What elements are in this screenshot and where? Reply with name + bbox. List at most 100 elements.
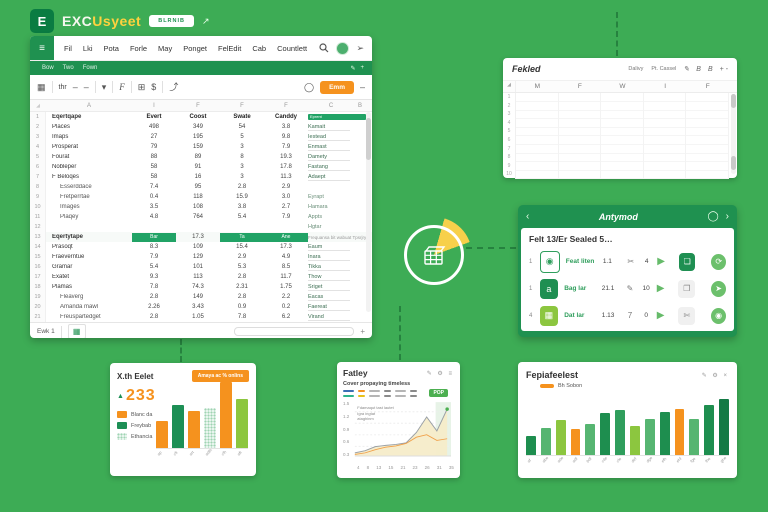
cell-value[interactable]: 91 — [194, 164, 202, 170]
empty-cell[interactable] — [601, 109, 644, 120]
row-number[interactable]: 8 — [30, 182, 46, 192]
cell-value[interactable]: 15.9 — [236, 194, 248, 200]
cell-value[interactable]: 498 — [148, 124, 159, 130]
cell-value[interactable]: 1.05 — [192, 314, 204, 320]
empty-cell[interactable] — [516, 144, 559, 154]
ribbon-item[interactable]: Bow — [42, 65, 54, 71]
empty-cell[interactable] — [516, 101, 559, 111]
cell-value[interactable]: 7.9 — [281, 214, 291, 220]
cell-value[interactable]: Ane — [264, 232, 308, 242]
plus-minus-icon[interactable]: + - — [719, 65, 728, 73]
row-number[interactable]: 11 — [30, 212, 46, 222]
cell-value[interactable]: 7.9 — [149, 254, 159, 260]
cell-label[interactable]: Fourat — [52, 154, 70, 160]
row-number[interactable]: 7 — [30, 172, 46, 182]
cell-value[interactable]: 2.8 — [237, 294, 247, 300]
column-header[interactable]: F — [577, 83, 582, 90]
row-number[interactable]: 9 — [503, 161, 516, 171]
cell-label[interactable]: Exatet — [52, 274, 70, 280]
vertical-scrollbar[interactable] — [366, 112, 371, 312]
row-number[interactable]: 6 — [30, 162, 46, 172]
zoom-plus-icon[interactable]: + — [360, 327, 365, 336]
external-link-icon[interactable]: ↗ — [202, 15, 210, 26]
cell-label[interactable]: Fleaverg — [60, 294, 84, 300]
cell-value[interactable]: 27 — [150, 134, 158, 140]
cell-value[interactable]: Ta — [220, 232, 264, 242]
empty-cell[interactable] — [686, 92, 729, 103]
cell-value[interactable]: 2.8 — [149, 294, 159, 300]
chart-toolbar-icons[interactable]: ✎ ⚙ ≡ — [427, 370, 454, 377]
menu-item[interactable]: May — [158, 43, 173, 53]
bold-icon[interactable]: B — [696, 65, 701, 73]
empty-cell[interactable] — [516, 152, 559, 163]
cell-value[interactable]: 764 — [192, 214, 203, 220]
column-header[interactable]: I — [153, 102, 155, 109]
empty-cell[interactable] — [686, 169, 729, 180]
chart-toolbar-icons[interactable]: ✎ ⚙ × — [702, 372, 729, 379]
column-header[interactable]: F — [705, 83, 710, 90]
menu-item[interactable]: FelEdit — [218, 43, 242, 53]
mini-action-left[interactable]: Dalivy — [628, 66, 644, 72]
row-number[interactable]: 15 — [30, 252, 46, 262]
merge-cells-icon[interactable]: ⊞ — [137, 81, 146, 92]
empty-cell[interactable] — [686, 118, 729, 128]
menu-icon[interactable]: ≡ — [448, 370, 454, 377]
row-number[interactable]: 5 — [30, 152, 46, 162]
empty-cell[interactable] — [643, 109, 687, 120]
title-badge-button[interactable]: BLRNIB — [149, 15, 194, 27]
row-number[interactable]: 1 — [30, 112, 46, 122]
empty-cell[interactable] — [516, 118, 559, 128]
empty-cell[interactable] — [516, 126, 559, 137]
sheet-tab[interactable]: Ewk 1 — [37, 328, 55, 335]
search-icon[interactable] — [319, 43, 329, 53]
empty-cell[interactable] — [558, 126, 602, 137]
cell-value[interactable]: 2.9 — [237, 254, 247, 260]
cell-value[interactable]: 15.4 — [236, 244, 248, 250]
back-arrow-icon[interactable]: ‹ — [526, 210, 530, 222]
row-number[interactable]: 9 — [30, 192, 46, 202]
menu-item[interactable]: Countlett — [277, 43, 308, 53]
cell-value[interactable]: 3.8 — [281, 124, 291, 130]
cell-label[interactable]: Gramar — [52, 264, 73, 270]
empty-cell[interactable] — [686, 109, 729, 120]
mini-action-right[interactable]: Pt. Cassel — [651, 66, 677, 72]
cell-value[interactable]: 5.3 — [237, 264, 247, 270]
copy-icon[interactable]: ❐ — [678, 279, 696, 298]
cell-value[interactable]: 113 — [193, 274, 203, 280]
sync-icon[interactable]: ◯ — [304, 81, 315, 92]
cell-value[interactable]: 108 — [192, 204, 203, 210]
cell-value[interactable]: Swate — [233, 114, 251, 120]
empty-cell[interactable] — [643, 135, 687, 146]
cell-label[interactable]: Prasoqt — [52, 244, 73, 250]
cell-label[interactable]: Eqertqape — [52, 114, 82, 120]
empty-cell[interactable] — [643, 144, 687, 154]
menu-item[interactable]: Pota — [103, 43, 119, 53]
empty-cell[interactable] — [686, 126, 729, 137]
cell-value[interactable]: 19.3 — [280, 154, 292, 160]
row-number[interactable]: 2 — [503, 101, 516, 111]
menu-item[interactable]: Fil — [64, 43, 72, 53]
pencil-icon[interactable]: ✎ — [626, 284, 634, 293]
cell-right[interactable]: Appts — [308, 214, 323, 220]
task-row[interactable]: 4 ▦ Dat lar 1.13 7 0 ▶ ✄ ◉ — [529, 302, 726, 329]
cell-value[interactable]: Canddy — [274, 114, 297, 120]
cell-value[interactable]: 2.8 — [237, 274, 247, 280]
chevron-down-icon[interactable]: ▾ — [101, 81, 107, 92]
cell-value[interactable]: 1.75 — [280, 284, 292, 290]
empty-cell[interactable] — [686, 101, 729, 111]
cell-right[interactable]: Hgtar — [308, 224, 322, 230]
cell-value[interactable]: 58 — [150, 164, 158, 170]
cell-right[interactable]: Inara — [308, 254, 350, 261]
cell-value[interactable]: 0.2 — [281, 304, 291, 310]
cell-value[interactable]: 58 — [150, 174, 158, 180]
close-icon[interactable]: × — [723, 372, 729, 379]
row-number[interactable]: 7 — [503, 144, 516, 154]
cell-label[interactable]: Imaps — [52, 134, 69, 140]
column-header[interactable]: M — [534, 83, 540, 90]
cell-value[interactable]: 5 — [240, 134, 244, 140]
cell-value[interactable]: 88 — [150, 154, 158, 160]
cell-label[interactable]: Plamas — [52, 284, 73, 290]
cell-value[interactable]: 129 — [192, 254, 203, 260]
bold-icon[interactable]: B — [707, 65, 713, 73]
menu-item[interactable]: Cab — [252, 43, 267, 53]
